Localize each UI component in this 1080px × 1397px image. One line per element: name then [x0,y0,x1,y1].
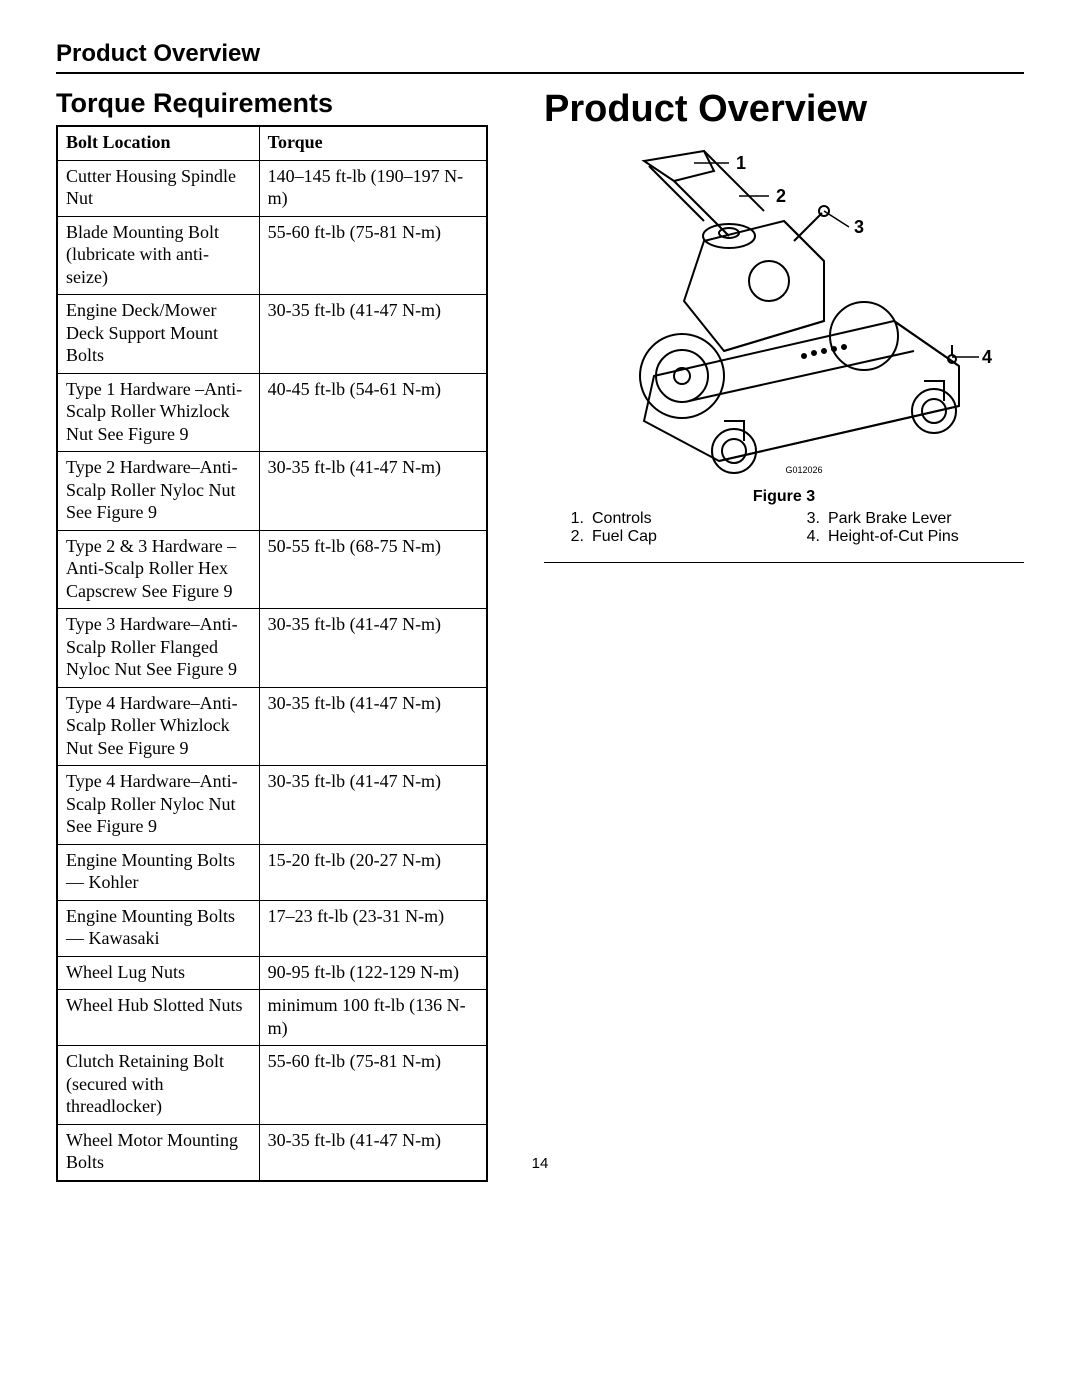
bolt-location-cell: Type 4 Hardware–Anti-Scalp Roller Whizlo… [57,687,259,766]
callout-2: 2 [776,186,786,206]
table-row: Engine Deck/Mower Deck Support Mount Bol… [57,295,487,374]
table-row: Type 4 Hardware–Anti-Scalp Roller Nyloc … [57,766,487,845]
torque-cell: 140–145 ft-lb (190–197 N-m) [259,160,487,216]
running-header: Product Overview [56,40,1024,68]
bolt-location-cell: Clutch Retaining Bolt (secured with thre… [57,1046,259,1125]
table-row: Type 2 & 3 Hardware –Anti-Scalp Roller H… [57,530,487,609]
bolt-location-cell: Wheel Hub Slotted Nuts [57,990,259,1046]
legend-item: 4. Height-of-Cut Pins [804,528,1000,546]
torque-cell: 30-35 ft-lb (41-47 N-m) [259,295,487,374]
mower-illustration: 1 2 3 4 G012026 [574,141,994,481]
torque-cell: 55-60 ft-lb (75-81 N-m) [259,216,487,295]
legend-rule [544,562,1024,563]
legend-col-right: 3. Park Brake Lever 4. Height-of-Cut Pin… [804,510,1000,546]
legend-label: Park Brake Lever [828,510,952,528]
figure-caption: Figure 3 [544,488,1024,506]
bolt-location-cell: Engine Mounting Bolts — Kohler [57,844,259,900]
legend-label: Controls [592,510,652,528]
legend-item: 3. Park Brake Lever [804,510,1000,528]
col-header-location: Bolt Location [57,126,259,160]
figure-legend: 1. Controls 2. Fuel Cap 3. Park Brake Le… [544,510,1024,546]
legend-num: 2. [568,528,592,546]
right-column: Product Overview [544,88,1024,1182]
callout-1: 1 [736,153,746,173]
bolt-location-cell: Blade Mounting Bolt (lubricate with anti… [57,216,259,295]
two-column-layout: Torque Requirements Bolt Location Torque… [56,88,1024,1182]
legend-label: Fuel Cap [592,528,657,546]
table-row: Wheel Hub Slotted Nutsminimum 100 ft-lb … [57,990,487,1046]
table-row: Cutter Housing Spindle Nut140–145 ft-lb … [57,160,487,216]
callout-4: 4 [982,347,992,367]
bolt-location-cell: Type 3 Hardware–Anti-Scalp Roller Flange… [57,609,259,688]
torque-cell: 30-35 ft-lb (41-47 N-m) [259,1124,487,1181]
page: Product Overview Torque Requirements Bol… [0,0,1080,1222]
legend-label: Height-of-Cut Pins [828,528,959,546]
torque-table: Bolt Location Torque Cutter Housing Spin… [56,125,488,1182]
torque-cell: minimum 100 ft-lb (136 N-m) [259,990,487,1046]
table-row: Type 4 Hardware–Anti-Scalp Roller Whizlo… [57,687,487,766]
torque-cell: 90-95 ft-lb (122-129 N-m) [259,956,487,990]
col-header-torque: Torque [259,126,487,160]
bolt-location-cell: Type 2 & 3 Hardware –Anti-Scalp Roller H… [57,530,259,609]
left-column: Torque Requirements Bolt Location Torque… [56,88,488,1182]
legend-item: 2. Fuel Cap [568,528,764,546]
table-row: Engine Mounting Bolts — Kohler15-20 ft-l… [57,844,487,900]
table-row: Type 2 Hardware–Anti-Scalp Roller Nyloc … [57,452,487,531]
bolt-location-cell: Type 1 Hardware –Anti-Scalp Roller Whizl… [57,373,259,452]
table-row: Type 3 Hardware–Anti-Scalp Roller Flange… [57,609,487,688]
bolt-location-cell: Wheel Lug Nuts [57,956,259,990]
torque-cell: 17–23 ft-lb (23-31 N-m) [259,900,487,956]
torque-cell: 30-35 ft-lb (41-47 N-m) [259,766,487,845]
legend-num: 4. [804,528,828,546]
torque-cell: 30-35 ft-lb (41-47 N-m) [259,687,487,766]
torque-heading: Torque Requirements [56,88,488,119]
bolt-location-cell: Wheel Motor Mounting Bolts [57,1124,259,1181]
table-row: Blade Mounting Bolt (lubricate with anti… [57,216,487,295]
bolt-location-cell: Type 2 Hardware–Anti-Scalp Roller Nyloc … [57,452,259,531]
torque-cell: 30-35 ft-lb (41-47 N-m) [259,609,487,688]
table-row: Type 1 Hardware –Anti-Scalp Roller Whizl… [57,373,487,452]
legend-col-left: 1. Controls 2. Fuel Cap [568,510,764,546]
figure-3: 1 2 3 4 G012026 Figure 3 [544,141,1024,506]
figure-code: G012026 [785,465,822,475]
table-row: Wheel Lug Nuts90-95 ft-lb (122-129 N-m) [57,956,487,990]
product-overview-heading: Product Overview [544,88,1024,131]
bolt-location-cell: Type 4 Hardware–Anti-Scalp Roller Nyloc … [57,766,259,845]
torque-cell: 30-35 ft-lb (41-47 N-m) [259,452,487,531]
callout-3: 3 [854,217,864,237]
table-row: Wheel Motor Mounting Bolts30-35 ft-lb (4… [57,1124,487,1181]
table-row: Clutch Retaining Bolt (secured with thre… [57,1046,487,1125]
torque-cell: 15-20 ft-lb (20-27 N-m) [259,844,487,900]
table-row: Engine Mounting Bolts — Kawasaki17–23 ft… [57,900,487,956]
legend-item: 1. Controls [568,510,764,528]
bolt-location-cell: Cutter Housing Spindle Nut [57,160,259,216]
legend-num: 1. [568,510,592,528]
header-rule [56,72,1024,74]
torque-cell: 55-60 ft-lb (75-81 N-m) [259,1046,487,1125]
legend-num: 3. [804,510,828,528]
page-number: 14 [0,1155,1080,1172]
bolt-location-cell: Engine Mounting Bolts — Kawasaki [57,900,259,956]
bolt-location-cell: Engine Deck/Mower Deck Support Mount Bol… [57,295,259,374]
table-header-row: Bolt Location Torque [57,126,487,160]
torque-cell: 40-45 ft-lb (54-61 N-m) [259,373,487,452]
torque-cell: 50-55 ft-lb (68-75 N-m) [259,530,487,609]
